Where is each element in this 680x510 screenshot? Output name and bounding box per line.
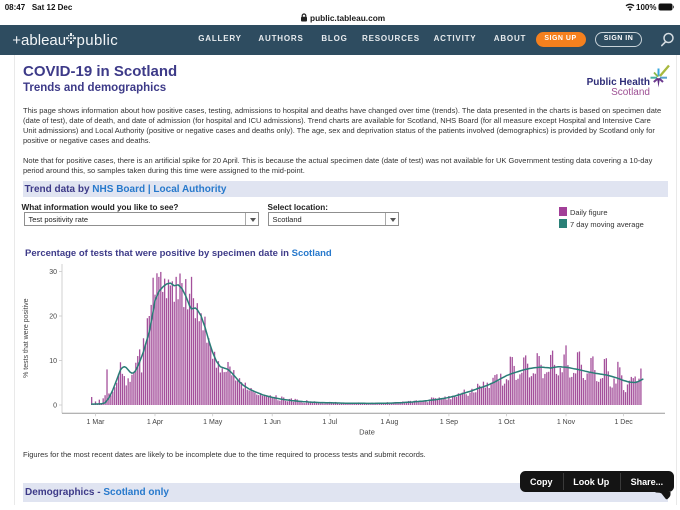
svg-text:20: 20 [49,314,57,321]
svg-text:1 Jun: 1 Jun [264,419,281,426]
svg-text:% tests that were positive: % tests that were positive [23,298,30,377]
svg-text:1 Jul: 1 Jul [322,419,337,426]
svg-text:1 Apr: 1 Apr [147,419,164,426]
svg-text:1 May: 1 May [203,419,223,426]
svg-text:1 Nov: 1 Nov [557,419,576,426]
svg-text:30: 30 [49,269,57,276]
svg-text:Date: Date [359,427,375,436]
svg-text:1 Sep: 1 Sep [440,419,458,426]
svg-text:1 Dec: 1 Dec [614,419,633,426]
svg-text:10: 10 [49,358,57,365]
svg-text:0: 0 [53,403,57,410]
svg-text:1 Mar: 1 Mar [87,419,106,426]
svg-text:1 Aug: 1 Aug [380,419,398,426]
svg-text:1 Oct: 1 Oct [498,419,515,426]
